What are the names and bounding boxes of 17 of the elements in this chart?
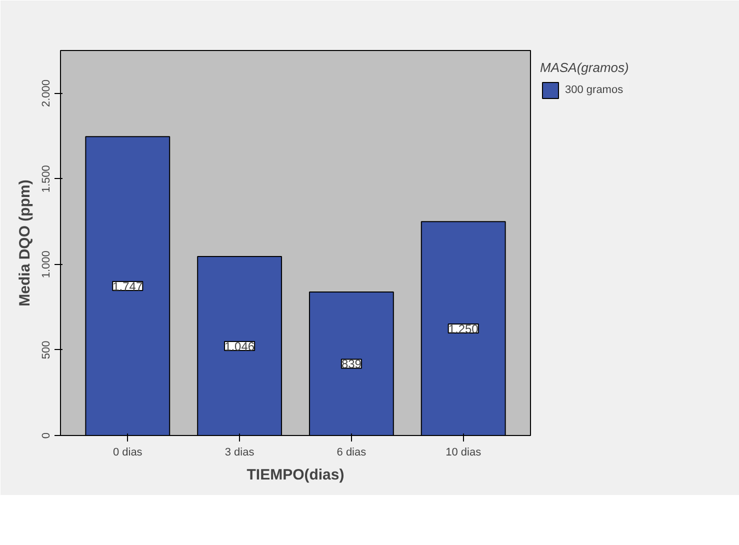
x-tick-label: 10 dias	[446, 446, 482, 458]
x-tick-label: 0 dias	[112, 446, 143, 458]
legend-label: 300 gramos	[565, 84, 624, 96]
legend-title: MASA(gramos)	[540, 60, 629, 75]
y-tick-label: 1.000	[40, 250, 52, 278]
data-label: 1.046	[224, 340, 255, 354]
y-axis-title: Media DQO (ppm)	[16, 180, 34, 306]
y-tick-label: 500	[40, 340, 52, 360]
x-tick-label: 6 dias	[336, 446, 367, 458]
data-label: 1.747	[112, 280, 143, 294]
y-tick-label: 1.500	[40, 165, 52, 193]
data-label: 1.250	[448, 322, 479, 336]
x-axis-title: TIEMPO(dias)	[246, 466, 344, 484]
data-label: 839	[341, 357, 362, 372]
y-tick-label: 0	[40, 432, 52, 439]
x-tick-label: 3 dias	[224, 446, 255, 458]
y-tick-label: 2.000	[40, 80, 52, 108]
